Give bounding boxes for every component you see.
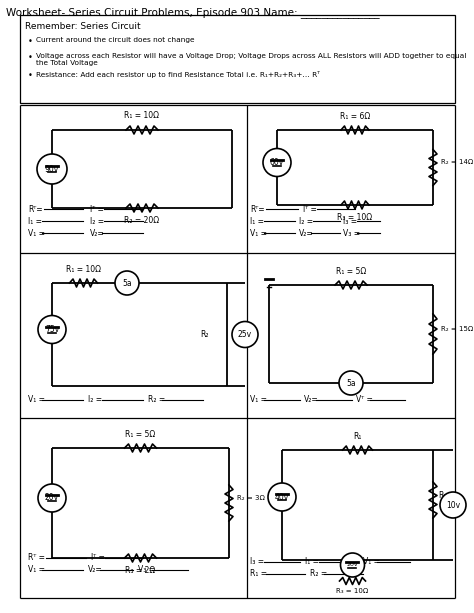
- Text: V₂=: V₂=: [88, 566, 103, 574]
- Text: Rᵀ =: Rᵀ =: [28, 554, 45, 563]
- Text: V₁ =: V₁ =: [363, 557, 380, 566]
- Text: V₁ =: V₁ =: [250, 395, 267, 405]
- Text: R₃ = 10Ω: R₃ = 10Ω: [337, 588, 369, 594]
- Text: R₁ = 10Ω: R₁ = 10Ω: [125, 111, 159, 120]
- Text: Rᵀ=: Rᵀ=: [250, 205, 264, 213]
- Text: 20v: 20v: [346, 563, 358, 568]
- Text: I₁ =: I₁ =: [250, 216, 264, 226]
- Text: R₂ = 3Ω: R₂ = 3Ω: [237, 495, 265, 501]
- Text: 25v: 25v: [238, 330, 252, 339]
- Text: 20v: 20v: [45, 493, 59, 503]
- Circle shape: [263, 148, 291, 177]
- Circle shape: [440, 492, 466, 518]
- Text: V₁ =: V₁ =: [250, 229, 267, 237]
- Circle shape: [268, 483, 296, 511]
- Text: I₂ =: I₂ =: [90, 216, 104, 226]
- Text: Iᵀ =: Iᵀ =: [91, 554, 105, 563]
- Text: R₁ = 10Ω: R₁ = 10Ω: [66, 265, 101, 274]
- Text: Iᵀ =: Iᵀ =: [303, 205, 317, 213]
- Text: I₃ =: I₃ =: [250, 557, 264, 566]
- Text: 40v: 40v: [275, 492, 289, 501]
- Text: R₁ = 6Ω: R₁ = 6Ω: [340, 112, 370, 121]
- Text: Voltage across each Resistor will have a Voltage Drop; Voltage Drops across ALL : Voltage across each Resistor will have a…: [36, 53, 466, 66]
- Text: V₂=: V₂=: [299, 229, 314, 237]
- Text: V₁ =: V₁ =: [28, 395, 45, 405]
- Circle shape: [340, 553, 365, 577]
- Text: R₁ =: R₁ =: [250, 569, 267, 579]
- Text: I₁ =: I₁ =: [28, 216, 42, 226]
- Text: Resistance: Add each resistor up to find Resistance Total i.e. R₁+R₂+R₃+… Rᵀ: Resistance: Add each resistor up to find…: [36, 71, 320, 78]
- Text: Iᵀ =: Iᵀ =: [90, 205, 104, 213]
- Text: Current around the circuit does not change: Current around the circuit does not chan…: [36, 37, 194, 43]
- Text: 90v: 90v: [45, 164, 59, 173]
- Text: R₂ =: R₂ =: [310, 569, 327, 579]
- Text: 5a: 5a: [346, 378, 356, 387]
- Text: 60v: 60v: [270, 158, 284, 167]
- Text: I₂ =: I₂ =: [88, 395, 102, 405]
- Text: Vᵀ =: Vᵀ =: [356, 395, 373, 405]
- Text: V₁ =: V₁ =: [28, 229, 45, 237]
- Circle shape: [38, 316, 66, 343]
- Text: R₂ = 20Ω: R₂ = 20Ω: [125, 216, 160, 225]
- FancyBboxPatch shape: [20, 15, 455, 103]
- Text: 5a: 5a: [122, 278, 132, 287]
- Text: I₁ =: I₁ =: [305, 557, 319, 566]
- Text: V₂=: V₂=: [90, 229, 105, 237]
- Text: I₃ =: I₃ =: [343, 216, 357, 226]
- Circle shape: [37, 154, 67, 184]
- Circle shape: [232, 321, 258, 348]
- Text: V₃ =: V₃ =: [138, 566, 155, 574]
- Text: R₁ = 5Ω: R₁ = 5Ω: [336, 267, 366, 276]
- Text: R₃ = 10Ω: R₃ = 10Ω: [337, 213, 373, 222]
- Text: 10v: 10v: [446, 500, 460, 509]
- Text: R₂ =: R₂ =: [148, 395, 165, 405]
- Text: V₂=: V₂=: [304, 395, 319, 405]
- Circle shape: [339, 371, 363, 395]
- Text: V₃ =: V₃ =: [343, 229, 360, 237]
- Text: Worksheet- Series Circuit Problems, Episode 903 Name: _______________: Worksheet- Series Circuit Problems, Epis…: [6, 7, 380, 18]
- Text: Remember: Series Circuit: Remember: Series Circuit: [25, 22, 141, 31]
- Text: 75v: 75v: [45, 325, 59, 334]
- Circle shape: [115, 271, 139, 295]
- Text: •: •: [28, 53, 33, 62]
- Text: V₁ =: V₁ =: [28, 566, 45, 574]
- Text: I₂ =: I₂ =: [299, 216, 313, 226]
- Text: Rᵀ=: Rᵀ=: [28, 205, 43, 213]
- Text: R₁ = 5Ω: R₁ = 5Ω: [126, 430, 155, 439]
- Text: R₂ = 15Ω: R₂ = 15Ω: [441, 326, 473, 332]
- Text: •: •: [28, 71, 33, 80]
- Text: R₃ = 2Ω: R₃ = 2Ω: [126, 566, 155, 575]
- Text: R₁: R₁: [353, 432, 362, 441]
- Text: R₂ = 14Ω: R₂ = 14Ω: [441, 159, 473, 166]
- Circle shape: [38, 484, 66, 512]
- Text: •: •: [28, 37, 33, 46]
- Text: R₂: R₂: [201, 330, 209, 339]
- Text: R₂: R₂: [438, 490, 447, 500]
